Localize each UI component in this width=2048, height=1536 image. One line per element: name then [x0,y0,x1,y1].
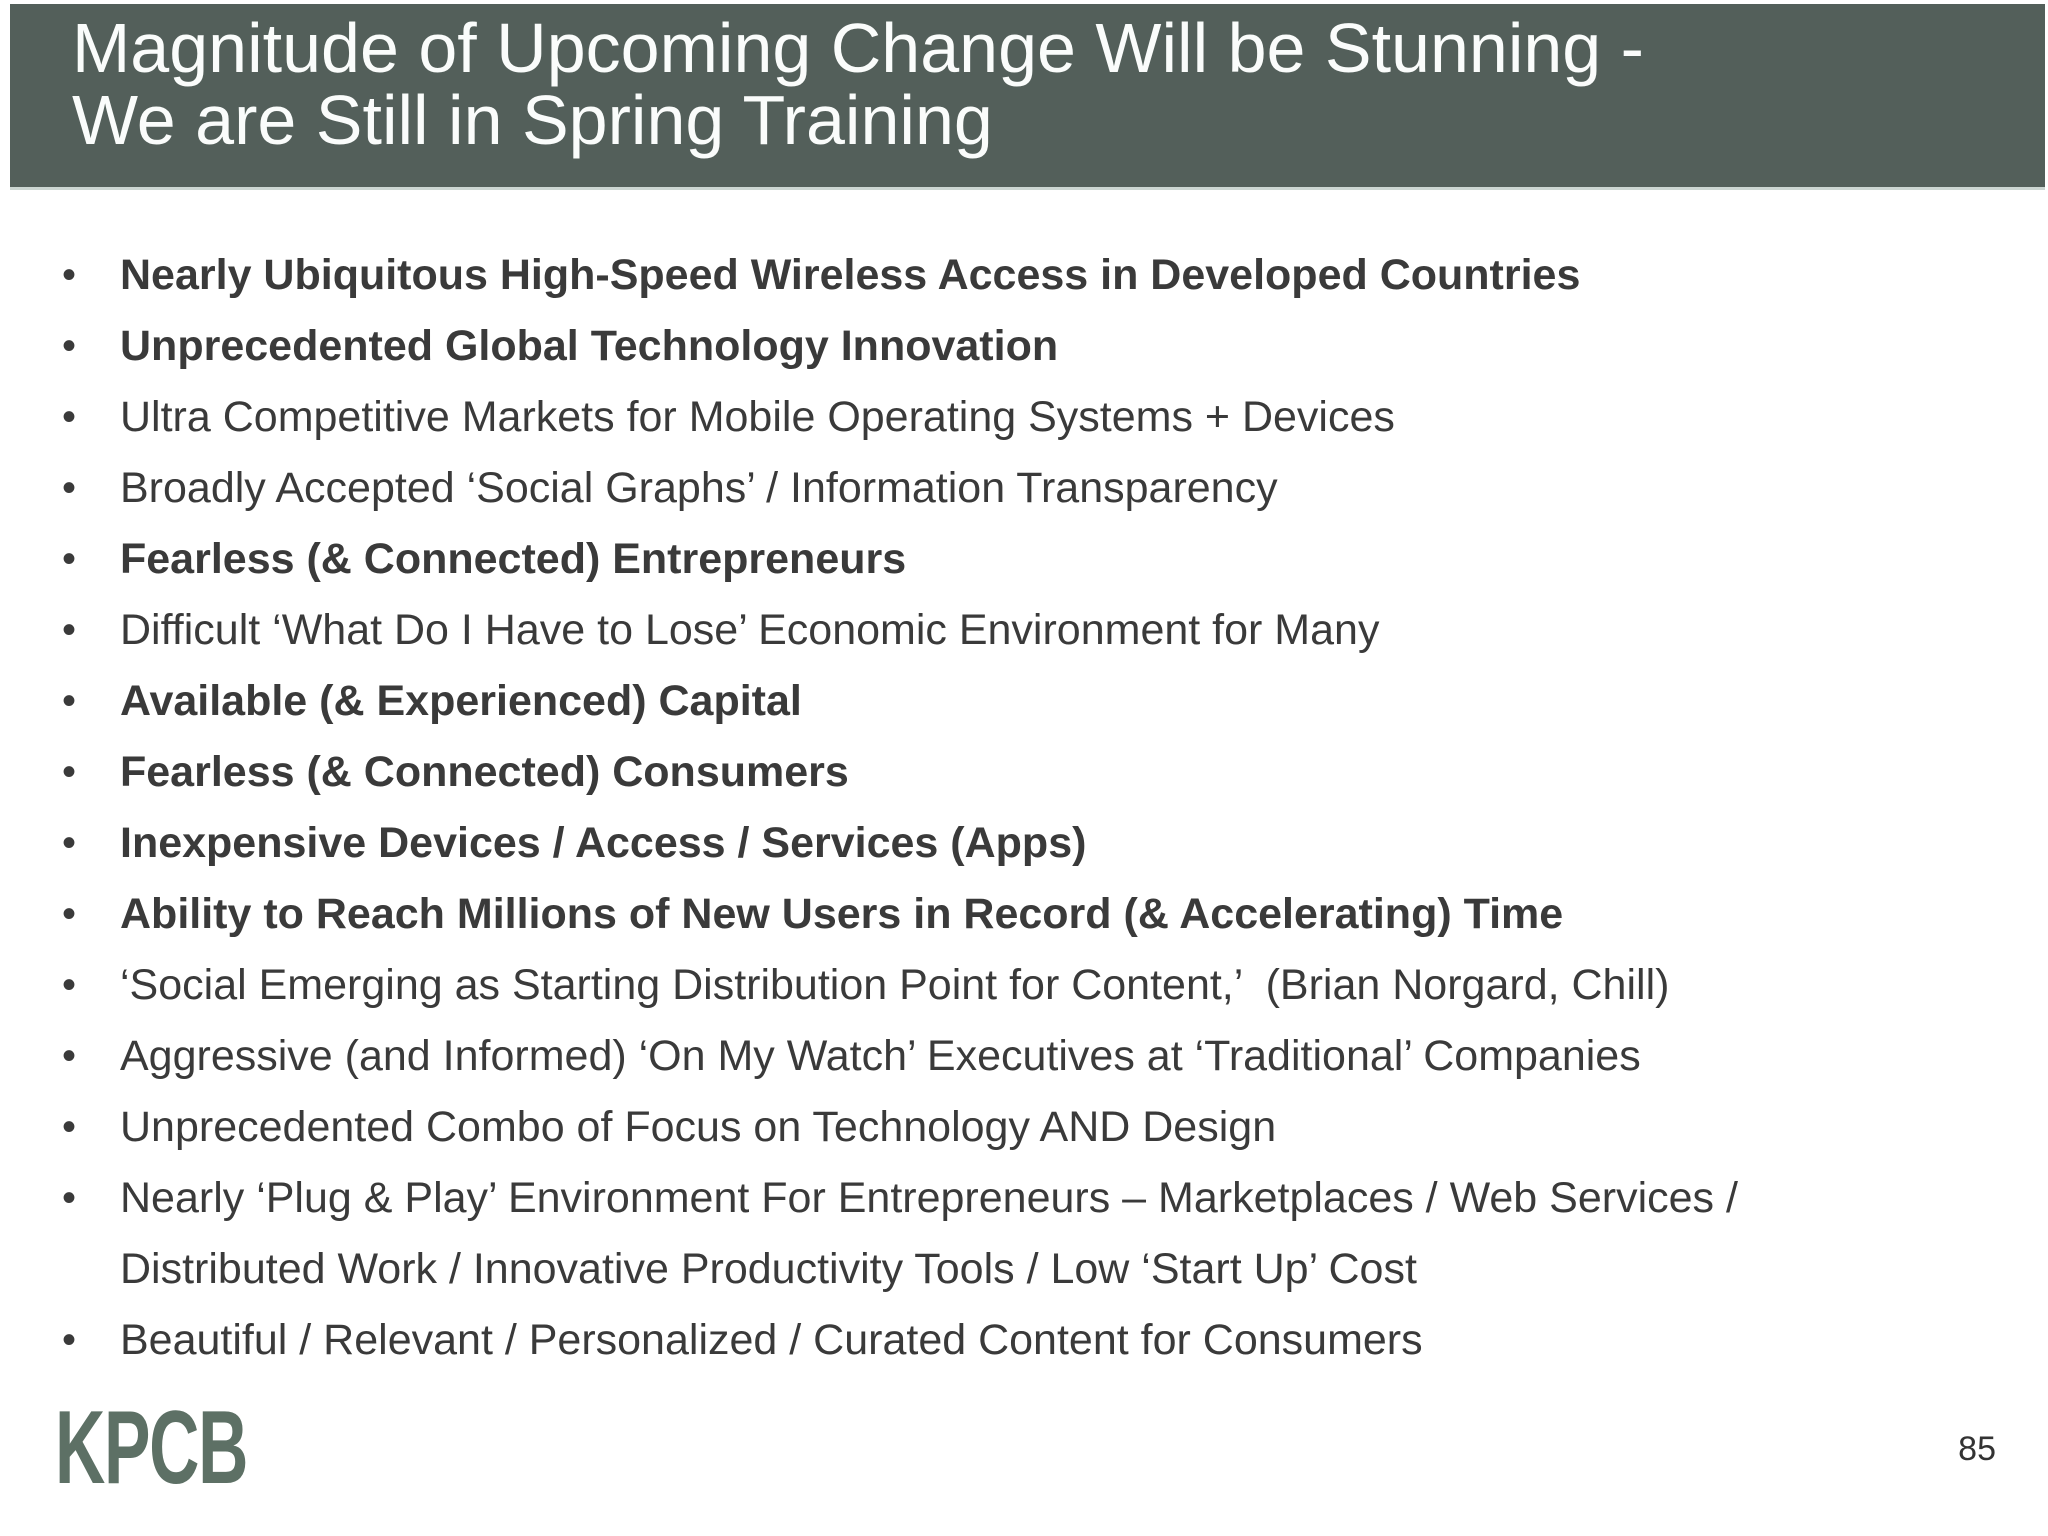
bullet-item-text: Unprecedented Combo of Focus on Technolo… [120,1103,1277,1151]
bullet-item-text: Ultra Competitive Markets for Mobile Ope… [120,393,1395,441]
bullet-item: • Unprecedented Global Technology Innova… [62,311,1982,382]
bullet-item-text: Difficult ‘What Do I Have to Lose’ Econo… [120,606,1380,654]
kpcb-logo: KPCB [55,1390,248,1506]
bullet-item: • Ultra Competitive Markets for Mobile O… [62,382,1982,453]
bullet-dot-icon: • [62,821,77,865]
bullet-item: • Broadly Accepted ‘Social Graphs’ / Inf… [62,453,1982,524]
bullet-item-text: Fearless (& Connected) Consumers [120,748,849,796]
bullet-item: • Aggressive (and Informed) ‘On My Watch… [62,1021,1982,1092]
bullet-item: • ‘Social Emerging as Starting Distribut… [62,950,1982,1021]
bullet-item: • Fearless (& Connected) Consumers [62,737,1982,808]
bullet-item: • Available (& Experienced) Capital [62,666,1982,737]
bullet-dot-icon: • [62,466,77,510]
bullet-dot-icon: • [62,608,77,652]
bullet-item-text: Aggressive (and Informed) ‘On My Watch’ … [120,1032,1641,1080]
bullet-item: • Fearless (& Connected) Entrepreneurs [62,524,1982,595]
bullet-list: • Nearly Ubiquitous High-Speed Wireless … [62,240,1982,1376]
bullet-item-text: Nearly ‘Plug & Play’ Environment For Ent… [120,1174,1738,1293]
page-number: 85 [1958,1430,1996,1468]
bullet-item-text: Unprecedented Global Technology Innovati… [120,322,1059,370]
bullet-item-text: Inexpensive Devices / Access / Services … [120,819,1087,867]
bullet-item-text: Ability to Reach Millions of New Users i… [120,890,1564,938]
bullet-item-text: ‘Social Emerging as Starting Distributio… [120,961,1670,1009]
bullet-item: • Nearly ‘Plug & Play’ Environment For E… [62,1163,1982,1305]
slide-title: Magnitude of Upcoming Change Will be Stu… [72,9,1644,159]
bullet-dot-icon: • [62,750,77,794]
bullet-item-text: Available (& Experienced) Capital [120,677,802,725]
bullet-dot-icon: • [62,395,77,439]
bullet-dot-icon: • [62,679,77,723]
bullet-dot-icon: • [62,537,77,581]
bullet-item-text: Fearless (& Connected) Entrepreneurs [120,535,907,583]
bullet-item: • Nearly Ubiquitous High-Speed Wireless … [62,240,1982,311]
bullet-item: • Inexpensive Devices / Access / Service… [62,808,1982,879]
bullet-item-text: Broadly Accepted ‘Social Graphs’ / Infor… [120,464,1278,512]
bullet-dot-icon: • [62,253,77,297]
bullet-dot-icon: • [62,1034,77,1078]
bullet-item: • Difficult ‘What Do I Have to Lose’ Eco… [62,595,1982,666]
bullet-area: • Nearly Ubiquitous High-Speed Wireless … [62,240,1982,1376]
bullet-dot-icon: • [62,1105,77,1149]
bullet-dot-icon: • [62,1318,77,1362]
bullet-dot-icon: • [62,1176,77,1220]
bullet-dot-icon: • [62,892,77,936]
bullet-item-text: Beautiful / Relevant / Personalized / Cu… [120,1316,1423,1364]
bullet-dot-icon: • [62,324,77,368]
bullet-item: • Beautiful / Relevant / Personalized / … [62,1305,1982,1376]
bullet-item: • Ability to Reach Millions of New Users… [62,879,1982,950]
bullet-item-text: Nearly Ubiquitous High-Speed Wireless Ac… [120,251,1581,299]
bullet-item: • Unprecedented Combo of Focus on Techno… [62,1092,1982,1163]
bullet-dot-icon: • [62,963,77,1007]
slide-header-bar: Magnitude of Upcoming Change Will be Stu… [10,4,2045,190]
